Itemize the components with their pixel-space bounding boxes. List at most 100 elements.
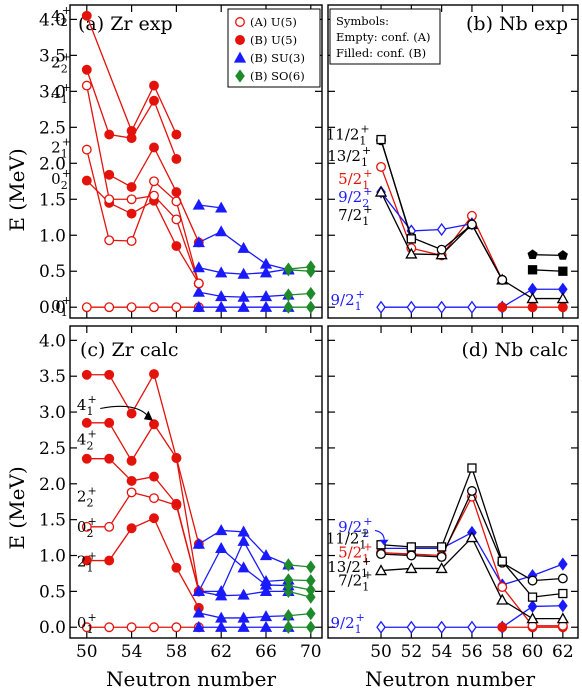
data-point: [104, 417, 115, 428]
level-label-sub: 1: [355, 623, 362, 636]
data-point: [149, 190, 159, 201]
level-label-base: 9/2: [338, 188, 362, 206]
data-point: [376, 549, 386, 560]
series: [81, 302, 204, 313]
series: [192, 261, 295, 279]
data-point: [436, 222, 447, 237]
data-point: [171, 214, 182, 225]
data-point: [467, 620, 477, 634]
data-point: [259, 585, 273, 597]
series: [81, 453, 204, 597]
data-point: [436, 552, 447, 562]
data-point: [283, 573, 294, 587]
data-point: [259, 290, 273, 302]
data-point: [467, 300, 477, 314]
data-point: [192, 236, 205, 248]
legend-label: (B) SU(3): [250, 51, 305, 65]
data-point: [149, 471, 159, 482]
level-label-sub: 1: [86, 623, 93, 636]
series: [81, 417, 204, 597]
series: [283, 620, 316, 634]
data-point: [215, 585, 228, 597]
y-tick-label: 2.5: [39, 439, 66, 459]
level-label-sub: 1: [61, 93, 68, 106]
series-line: [532, 269, 563, 272]
legend: (A) U(5) (B) U(5) (B) SU(3) (B) SO(6): [227, 8, 321, 88]
data-point: [497, 274, 508, 285]
level-label-sup: +: [363, 185, 372, 198]
level-label-sub: 1: [359, 135, 366, 148]
data-point: [104, 129, 115, 140]
level-label: 22+: [77, 485, 97, 510]
data-point: [192, 620, 205, 632]
level-label-sup: +: [87, 549, 96, 562]
data-point: [104, 302, 115, 313]
level-label: 41+: [77, 393, 97, 418]
data-point: [376, 134, 386, 145]
series-line: [532, 254, 563, 257]
data-point: [192, 537, 205, 549]
legend-marker: [235, 69, 245, 83]
data-point: [557, 302, 568, 313]
arrow-4-1: [100, 405, 150, 419]
data-point: [126, 208, 137, 219]
level-label-base: 13/2: [327, 147, 361, 165]
level-label-sup: +: [87, 427, 96, 440]
data-point: [81, 453, 92, 464]
series: [192, 620, 295, 632]
data-point: [497, 622, 508, 633]
data-point: [171, 453, 182, 463]
series: [81, 622, 204, 633]
data-point: [558, 557, 568, 571]
y-tick-label: 0.5: [39, 262, 66, 282]
data-point: [215, 300, 228, 312]
data-point: [81, 555, 92, 566]
arrow-4-1-head: [143, 410, 153, 421]
y-tick-label: 0.5: [39, 582, 66, 602]
data-point: [215, 524, 228, 536]
data-point: [527, 249, 538, 259]
series: [374, 185, 569, 304]
data-point: [497, 556, 507, 566]
series: [192, 285, 295, 302]
legend-label: (A) U(5): [250, 15, 297, 29]
data-point: [305, 574, 316, 588]
data-point: [497, 302, 508, 313]
series-line: [86, 517, 200, 609]
data-point: [305, 607, 316, 621]
data-point: [81, 80, 92, 91]
x-axis-label-left: Neutron number: [106, 667, 276, 691]
data-point: [237, 534, 250, 546]
legend-marker: [235, 35, 245, 45]
level-label: 21+: [77, 549, 97, 574]
panel-title: (a) Zr exp: [78, 13, 173, 35]
level-label-sub: 2: [86, 497, 93, 510]
panel-b: (b) Nb exp11/21+13/21+5/21+9/22+7/21+9/2…: [326, 4, 579, 319]
y-tick-label: 0.0: [39, 618, 66, 638]
data-point: [283, 620, 294, 634]
y-tick-label: 4.0: [39, 331, 66, 351]
level-label-sub: 1: [362, 553, 369, 566]
data-point: [149, 513, 159, 524]
data-point: [215, 290, 228, 302]
level-label-sup: +: [87, 485, 96, 498]
level-label-sup: +: [62, 294, 71, 307]
data-point: [556, 612, 569, 624]
data-point: [192, 261, 205, 273]
level-label-base: 2: [51, 54, 61, 72]
data-point: [81, 302, 92, 313]
data-point: [104, 453, 115, 464]
data-point: [237, 588, 250, 600]
data-point: [305, 286, 316, 301]
panel-frame: [327, 325, 579, 639]
level-label: 9/22+: [338, 515, 372, 540]
level-label-sub: 1: [355, 300, 362, 313]
data-point: [149, 493, 159, 504]
series: [376, 525, 477, 555]
level-label-sub: 1: [86, 405, 93, 418]
level-label-sub: 1: [61, 147, 68, 160]
y-tick-label: 3.0: [39, 403, 66, 423]
data-point: [171, 302, 182, 313]
series: [283, 286, 316, 302]
data-point: [104, 169, 115, 180]
